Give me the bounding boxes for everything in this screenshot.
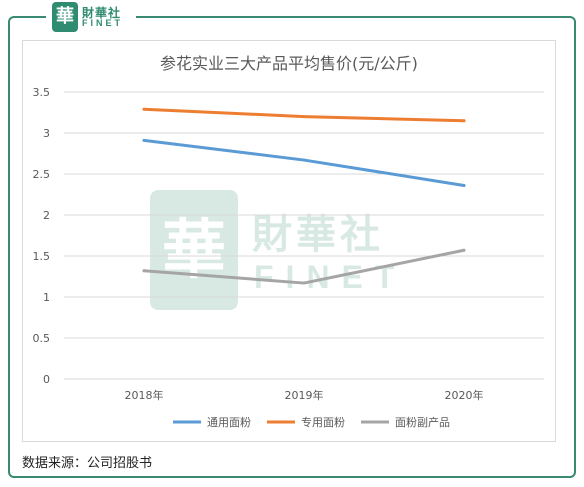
- finet-logo: 華 財華社 FINET: [46, 0, 136, 34]
- y-tick-label: 0.5: [33, 332, 51, 345]
- chart-title: 参花实业三大产品平均售价(元/公斤): [160, 54, 418, 73]
- legend-item-1: 专用面粉: [267, 415, 345, 429]
- gridlines: [64, 91, 544, 380]
- data-point-2-0: [142, 269, 146, 273]
- y-tick-label: 3.5: [33, 86, 51, 99]
- x-tick-label: 2020年: [445, 388, 484, 402]
- y-tick-label: 2: [43, 209, 50, 222]
- data-point-0-0: [142, 138, 146, 142]
- y-tick-label: 1: [43, 291, 50, 304]
- series-lines: [142, 107, 466, 285]
- data-point-2-1: [302, 281, 306, 285]
- legend-item-2: 面粉副产品: [361, 415, 450, 429]
- source-note: 数据来源：公司招股书: [22, 456, 153, 471]
- series-line-0: [142, 138, 466, 187]
- watermark-chinese-text: 財華社: [252, 212, 384, 258]
- data-point-1-0: [142, 107, 146, 111]
- data-point-1-2: [462, 119, 466, 123]
- x-tick-label: 2018年: [125, 388, 164, 402]
- y-tick-label: 0: [43, 373, 50, 386]
- data-point-0-1: [302, 158, 306, 162]
- data-point-2-2: [462, 248, 466, 252]
- x-tick-label: 2019年: [285, 388, 324, 402]
- y-axis-ticks: 0 0.5 1 1.5 2 2.5 3 3.5: [33, 86, 51, 386]
- y-tick-label: 2.5: [33, 168, 51, 181]
- watermark-english-text: FINET: [254, 259, 406, 295]
- watermark-logo: 華 財華社 FINET: [150, 190, 406, 310]
- data-point-0-2: [462, 183, 466, 187]
- series-line-1: [142, 107, 466, 123]
- legend-label: 通用面粉: [207, 416, 251, 429]
- logo-english-text: FINET: [82, 18, 123, 28]
- legend-label: 面粉副产品: [395, 415, 450, 429]
- logo-badge: 華: [52, 2, 78, 32]
- data-point-1-1: [302, 115, 306, 119]
- logo-chinese-text: 財華社: [82, 6, 122, 20]
- y-tick-label: 3: [43, 127, 50, 140]
- x-axis-ticks: 2018年 2019年 2020年: [125, 388, 484, 402]
- legend: 通用面粉 专用面粉 面粉副产品: [173, 415, 450, 429]
- plot-panel: [22, 40, 556, 442]
- legend-label: 专用面粉: [301, 415, 345, 429]
- legend-item-0: 通用面粉: [173, 416, 251, 429]
- y-tick-label: 1.5: [33, 250, 51, 263]
